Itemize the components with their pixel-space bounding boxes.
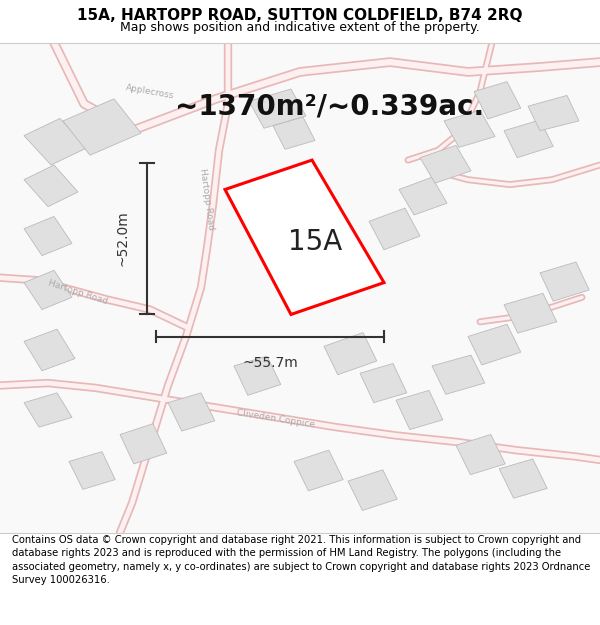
Polygon shape <box>360 364 407 403</box>
Text: 15A, HARTOPP ROAD, SUTTON COLDFIELD, B74 2RQ: 15A, HARTOPP ROAD, SUTTON COLDFIELD, B74… <box>77 9 523 24</box>
Polygon shape <box>474 82 521 119</box>
Polygon shape <box>294 450 343 491</box>
Polygon shape <box>432 355 485 394</box>
Polygon shape <box>399 177 447 215</box>
Polygon shape <box>63 99 141 155</box>
Polygon shape <box>327 253 369 288</box>
Polygon shape <box>528 96 579 131</box>
Polygon shape <box>234 356 281 395</box>
Text: ~52.0m: ~52.0m <box>115 211 129 266</box>
Polygon shape <box>504 293 557 333</box>
Polygon shape <box>24 271 72 309</box>
Polygon shape <box>468 324 521 365</box>
Polygon shape <box>273 117 315 149</box>
Text: Hartopp Road: Hartopp Road <box>47 279 109 306</box>
Text: ~1370m²/~0.339ac.: ~1370m²/~0.339ac. <box>175 92 485 120</box>
Polygon shape <box>24 329 75 371</box>
Polygon shape <box>420 146 471 183</box>
Polygon shape <box>540 262 589 301</box>
Polygon shape <box>504 120 553 158</box>
Text: Cliveden Coppice: Cliveden Coppice <box>236 408 316 429</box>
Text: Applecross: Applecross <box>125 82 175 100</box>
Polygon shape <box>24 393 72 427</box>
Text: 15A: 15A <box>288 228 342 256</box>
Polygon shape <box>225 160 384 314</box>
Polygon shape <box>120 424 167 464</box>
Polygon shape <box>249 89 306 128</box>
Text: Hartopp Road: Hartopp Road <box>198 168 216 231</box>
Polygon shape <box>499 459 547 498</box>
Polygon shape <box>369 208 420 250</box>
Polygon shape <box>69 452 115 489</box>
Polygon shape <box>456 434 505 474</box>
Polygon shape <box>168 393 215 431</box>
Polygon shape <box>24 165 78 207</box>
Polygon shape <box>324 332 377 375</box>
Polygon shape <box>444 110 495 148</box>
Polygon shape <box>24 216 72 256</box>
Text: Map shows position and indicative extent of the property.: Map shows position and indicative extent… <box>120 21 480 34</box>
Polygon shape <box>396 391 443 429</box>
Text: Contains OS data © Crown copyright and database right 2021. This information is : Contains OS data © Crown copyright and d… <box>12 535 590 585</box>
Polygon shape <box>24 119 87 165</box>
Text: ~55.7m: ~55.7m <box>242 356 298 370</box>
Polygon shape <box>348 470 397 511</box>
Polygon shape <box>303 234 342 271</box>
